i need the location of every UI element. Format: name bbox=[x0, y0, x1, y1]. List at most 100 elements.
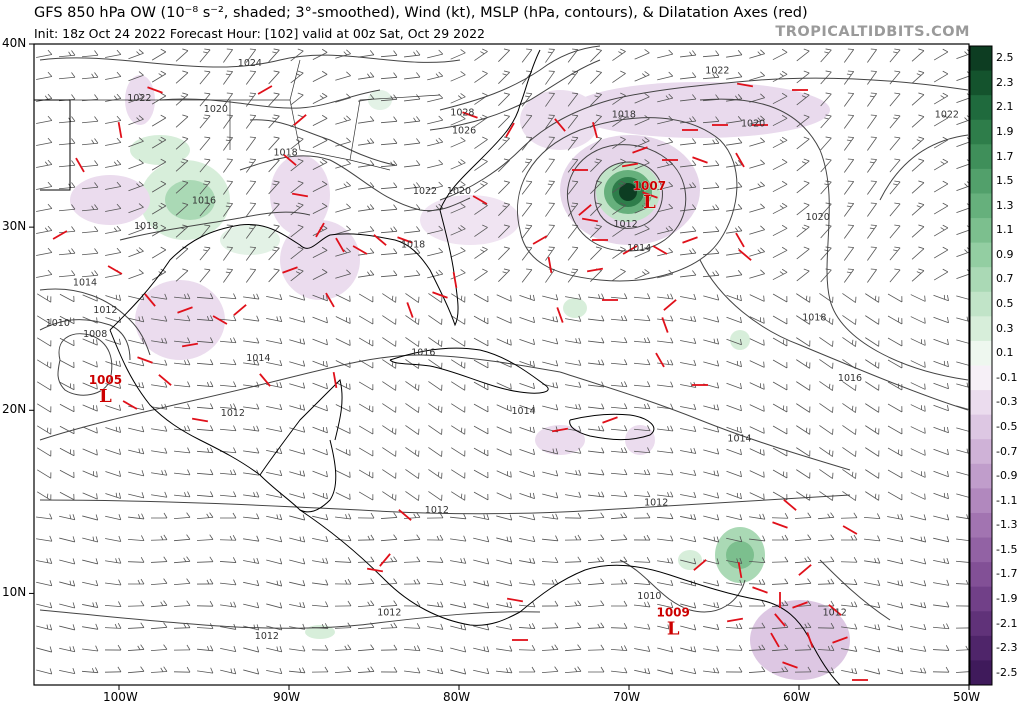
wind-barb bbox=[428, 337, 443, 347]
isobar bbox=[39, 319, 131, 361]
wind-barb bbox=[521, 202, 533, 217]
wind-barb bbox=[748, 622, 766, 629]
wind-barb bbox=[772, 114, 788, 127]
wind-barb bbox=[289, 536, 306, 543]
wind-barb bbox=[703, 492, 720, 499]
wind-barb bbox=[726, 514, 743, 521]
dilatation-axis bbox=[774, 613, 786, 627]
wind-barb bbox=[657, 225, 674, 235]
wind-barb bbox=[335, 360, 351, 368]
wind-barb bbox=[358, 72, 375, 80]
wind-barb bbox=[151, 180, 167, 193]
wind-barb bbox=[474, 180, 488, 193]
wind-barb bbox=[564, 622, 582, 630]
wind-barb bbox=[243, 580, 260, 587]
pressure-label: 1012 bbox=[93, 305, 117, 316]
colorbar-label: 1.1 bbox=[996, 223, 1014, 237]
wind-barb bbox=[358, 425, 374, 435]
wind-barb bbox=[542, 404, 559, 411]
wind-barb bbox=[174, 359, 191, 366]
wind-barb bbox=[590, 70, 602, 84]
wind-barb bbox=[749, 181, 765, 191]
wind-barb bbox=[612, 224, 626, 237]
wind-barb bbox=[382, 315, 397, 325]
wind-barb bbox=[749, 360, 765, 368]
wind-barb bbox=[220, 646, 237, 653]
wind-barb bbox=[657, 203, 674, 213]
dilatation-axis bbox=[692, 156, 708, 164]
wind-barb bbox=[382, 469, 397, 479]
wind-barb bbox=[266, 337, 283, 344]
wind-barb bbox=[335, 137, 351, 147]
wind-barb bbox=[889, 92, 901, 107]
pressure-label: 1012 bbox=[823, 607, 847, 618]
wind-barb bbox=[105, 203, 122, 212]
wind-barb bbox=[680, 293, 697, 300]
wind-barb bbox=[911, 158, 925, 172]
wind-barb bbox=[564, 534, 582, 541]
wind-barb bbox=[427, 115, 444, 125]
dilatation-axis bbox=[397, 236, 413, 244]
wind-barb bbox=[933, 70, 949, 83]
wind-barb bbox=[150, 512, 168, 519]
wind-barb bbox=[865, 315, 880, 325]
colorbar-swatch bbox=[970, 144, 992, 170]
wind-barb bbox=[867, 136, 877, 151]
colorbar-label: -0.7 bbox=[996, 444, 1018, 458]
wind-barb bbox=[82, 294, 98, 302]
wind-barb bbox=[772, 315, 788, 325]
wind-barb bbox=[105, 535, 122, 542]
wind-barb bbox=[219, 293, 237, 300]
colorbar-label: -1.3 bbox=[996, 518, 1018, 532]
wind-barb bbox=[223, 202, 233, 217]
colorbar-label: -0.3 bbox=[996, 395, 1018, 409]
wind-barb bbox=[680, 646, 697, 653]
dilatation-axis bbox=[181, 342, 199, 348]
wind-barb bbox=[588, 447, 605, 454]
wind-barb bbox=[657, 624, 674, 631]
wind-barb bbox=[150, 534, 168, 541]
wind-barb bbox=[474, 246, 488, 259]
wind-barb bbox=[567, 92, 579, 107]
wind-barb bbox=[36, 225, 53, 234]
wind-barb bbox=[864, 602, 881, 609]
wind-barb bbox=[842, 469, 857, 479]
wind-barb bbox=[887, 536, 904, 543]
wind-barb bbox=[59, 469, 75, 479]
wind-barb bbox=[842, 381, 857, 391]
dilatation-axis bbox=[506, 597, 524, 603]
wind-barb bbox=[380, 138, 398, 146]
dilatation-axis bbox=[602, 416, 618, 424]
wind-barb bbox=[867, 246, 877, 261]
wind-barb bbox=[128, 225, 144, 236]
central-america-coast bbox=[299, 509, 521, 626]
wind-barb bbox=[36, 137, 53, 146]
wind-barb bbox=[312, 316, 328, 324]
wind-barb bbox=[863, 513, 881, 519]
wind-barb bbox=[427, 247, 444, 257]
colorbar-swatch bbox=[970, 267, 992, 293]
wind-barb bbox=[59, 403, 75, 413]
wind-barb bbox=[796, 425, 811, 435]
wind-barb bbox=[128, 181, 144, 192]
wind-barb bbox=[290, 48, 304, 62]
wind-barb bbox=[864, 557, 881, 564]
wind-barb bbox=[843, 180, 855, 195]
wind-barb bbox=[634, 159, 650, 170]
dilatation-axis bbox=[828, 604, 842, 616]
wind-barb bbox=[426, 534, 444, 541]
wind-barb bbox=[657, 49, 674, 59]
wind-barb bbox=[36, 491, 52, 501]
wind-barb bbox=[474, 70, 488, 83]
wind-barb bbox=[382, 425, 397, 435]
wind-barb bbox=[427, 49, 444, 59]
wind-barb bbox=[564, 600, 582, 608]
wind-barb bbox=[473, 514, 490, 521]
wind-barb bbox=[680, 491, 697, 498]
wind-barb bbox=[541, 600, 559, 607]
wind-barb bbox=[358, 116, 375, 124]
wind-barb bbox=[450, 646, 467, 653]
wind-barb bbox=[772, 381, 788, 391]
wind-barb bbox=[864, 668, 881, 675]
isobar bbox=[57, 333, 113, 396]
